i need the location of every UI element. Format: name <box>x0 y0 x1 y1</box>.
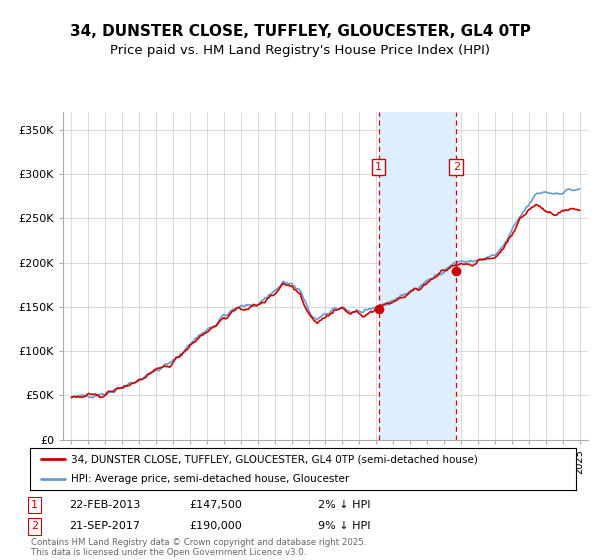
Text: 22-FEB-2013: 22-FEB-2013 <box>69 500 140 510</box>
Text: 9% ↓ HPI: 9% ↓ HPI <box>318 521 371 531</box>
Text: 1: 1 <box>375 162 382 172</box>
Text: £190,000: £190,000 <box>189 521 242 531</box>
Text: 2: 2 <box>31 521 38 531</box>
Text: 21-SEP-2017: 21-SEP-2017 <box>69 521 140 531</box>
Text: 1: 1 <box>31 500 38 510</box>
Text: Price paid vs. HM Land Registry's House Price Index (HPI): Price paid vs. HM Land Registry's House … <box>110 44 490 57</box>
Text: £147,500: £147,500 <box>189 500 242 510</box>
Text: 34, DUNSTER CLOSE, TUFFLEY, GLOUCESTER, GL4 0TP (semi-detached house): 34, DUNSTER CLOSE, TUFFLEY, GLOUCESTER, … <box>71 454 478 464</box>
Text: 2% ↓ HPI: 2% ↓ HPI <box>318 500 371 510</box>
Text: 34, DUNSTER CLOSE, TUFFLEY, GLOUCESTER, GL4 0TP: 34, DUNSTER CLOSE, TUFFLEY, GLOUCESTER, … <box>70 24 530 39</box>
Text: HPI: Average price, semi-detached house, Gloucester: HPI: Average price, semi-detached house,… <box>71 474 349 484</box>
Text: Contains HM Land Registry data © Crown copyright and database right 2025.
This d: Contains HM Land Registry data © Crown c… <box>31 538 367 557</box>
Bar <box>379 112 456 440</box>
Text: 2: 2 <box>452 162 460 172</box>
